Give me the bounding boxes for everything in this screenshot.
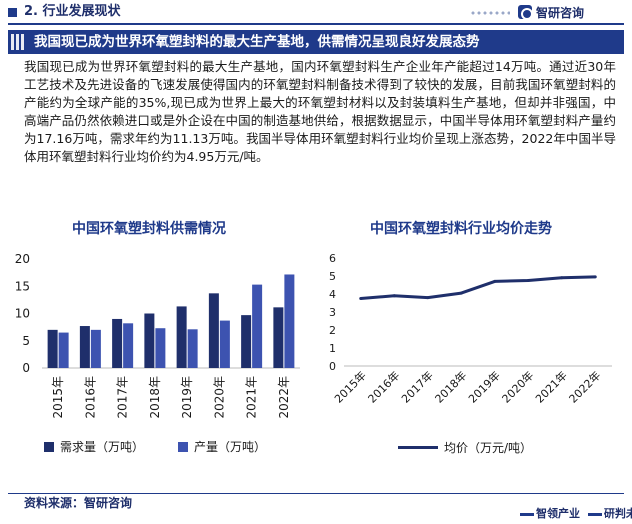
price-point <box>426 296 430 300</box>
line-y-tick-label: 2 <box>329 324 336 337</box>
bar-y-tick-label: 5 <box>22 334 30 348</box>
price-point <box>392 294 396 298</box>
line-x-tick-label: 2021年 <box>532 368 569 405</box>
line-y-tick-label: 5 <box>329 270 336 283</box>
bar-y-tick-label: 0 <box>22 361 30 375</box>
line-x-tick-label: 2018年 <box>432 368 469 405</box>
bar-production <box>284 274 295 368</box>
line-x-tick-label: 2017年 <box>398 368 435 405</box>
zhiyan-logo-icon <box>518 5 533 20</box>
bar-y-tick-label: 10 <box>15 307 30 321</box>
source-note: 资料来源：智研咨询 <box>24 496 133 510</box>
line-x-tick-label: 2020年 <box>499 368 536 405</box>
header-rule <box>8 23 624 25</box>
bar-demand <box>208 293 219 368</box>
brand-name: 智研咨询 <box>536 5 585 20</box>
line-y-tick-label: 4 <box>329 288 336 301</box>
bar-x-tick-label: 2022年 <box>277 376 291 419</box>
bar-production <box>58 332 69 368</box>
line-x-tick-label: 2019年 <box>465 368 502 405</box>
legend-demand-label: 需求量（万吨） <box>60 440 145 454</box>
legend-price-line <box>398 446 438 449</box>
slogan-part-a: 智领产业 <box>536 507 580 520</box>
bar-production <box>219 320 230 368</box>
body-paragraph: 我国现已成为世界环氧塑封料的最大生产基地，国内环氧塑封料生产企业年产能超过14万… <box>24 59 616 164</box>
line-y-tick-label: 0 <box>329 360 336 373</box>
bar-x-tick-label: 2015年 <box>51 376 65 419</box>
price-point <box>459 291 463 295</box>
headline-banner: 我国现已成为世界环氧塑封料的最大生产基地，供需情况呈现良好发展态势 <box>8 30 624 54</box>
price-chart-title: 中国环氧塑封料行业均价走势 <box>370 221 552 237</box>
line-y-tick-label: 6 <box>329 252 336 265</box>
bar-demand <box>79 326 90 368</box>
legend-price-label: 均价（万元/吨） <box>444 441 533 455</box>
bar-production <box>155 328 166 368</box>
legend-demand-swatch <box>44 441 54 452</box>
bar-x-tick-label: 2016年 <box>83 376 97 419</box>
bar-production <box>90 329 101 368</box>
bar-demand <box>273 307 284 368</box>
bar-x-tick-label: 2017年 <box>116 376 130 419</box>
legend-production-swatch <box>178 441 188 452</box>
line-x-tick-label: 2016年 <box>365 368 402 405</box>
slogan-part-b: 研判未来 <box>603 507 632 520</box>
top-header: 2. 行业发展现状 智研咨询 <box>0 0 632 25</box>
slogan-bar <box>520 512 534 516</box>
section-marker <box>8 8 17 17</box>
line-x-tick-label: 2022年 <box>566 368 603 405</box>
price-point <box>526 279 530 282</box>
bar-demand <box>112 318 123 368</box>
headline-title: 我国现已成为世界环氧塑封料的最大生产基地，供需情况呈现良好发展态势 <box>34 34 480 50</box>
bar-production <box>252 284 263 368</box>
price-point <box>560 276 564 280</box>
bar-demand <box>47 329 58 368</box>
bar-x-tick-label: 2020年 <box>212 376 226 419</box>
price-point <box>593 275 597 279</box>
bar-y-tick-label: 20 <box>15 252 30 266</box>
legend-demand: 需求量（万吨） <box>44 438 144 455</box>
line-y-tick-label: 3 <box>329 306 336 319</box>
brand-logo: 智研咨询 <box>518 3 584 21</box>
price-point <box>493 279 497 283</box>
bar-production <box>187 329 198 368</box>
price-series-line <box>360 275 596 300</box>
bar-x-tick-label: 2021年 <box>245 376 259 419</box>
bar-demand <box>144 313 155 368</box>
price-point <box>359 297 363 300</box>
bar-production <box>123 323 134 368</box>
legend-price: 均价（万元/吨） <box>398 439 532 456</box>
bar-y-tick-label: 15 <box>15 279 30 293</box>
line-x-tick-label: 2015年 <box>331 368 368 405</box>
slogan-bar-2 <box>587 512 602 516</box>
legend-production-label: 产量（万吨） <box>194 440 267 454</box>
section-title: 2. 行业发展现状 <box>24 4 121 19</box>
line-y-tick-label: 1 <box>329 342 336 355</box>
bar-demand <box>241 315 252 368</box>
supply-demand-chart-title: 中国环氧塑封料供需情况 <box>72 221 226 237</box>
banner-stripes-icon <box>11 34 25 50</box>
decorative-dots <box>470 10 510 16</box>
footer-slogan: 智领产业 研判未来 <box>520 505 632 521</box>
bar-x-tick-label: 2019年 <box>180 376 194 419</box>
bar-x-tick-label: 2018年 <box>148 376 162 419</box>
legend-production: 产量（万吨） <box>178 438 266 455</box>
footer-rule <box>8 493 624 494</box>
bar-demand <box>176 306 187 368</box>
